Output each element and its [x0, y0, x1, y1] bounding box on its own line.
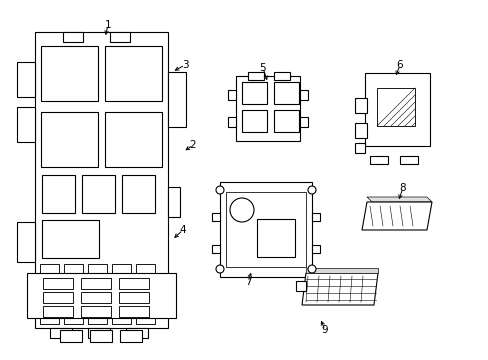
Bar: [136, 296, 155, 308]
Bar: [17, 107, 35, 142]
Bar: [168, 72, 185, 127]
Bar: [27, 273, 176, 318]
Bar: [88, 280, 107, 292]
Bar: [126, 328, 148, 338]
Bar: [63, 32, 83, 42]
Bar: [212, 245, 220, 253]
Text: 2: 2: [189, 140, 196, 150]
Bar: [119, 306, 149, 317]
Bar: [273, 82, 298, 104]
Bar: [43, 278, 73, 289]
Bar: [81, 306, 111, 317]
Polygon shape: [366, 197, 431, 202]
Bar: [212, 213, 220, 221]
Bar: [136, 264, 155, 276]
Bar: [81, 278, 111, 289]
Bar: [311, 213, 319, 221]
Polygon shape: [302, 273, 377, 305]
Bar: [40, 264, 59, 276]
Bar: [225, 192, 305, 267]
Bar: [354, 143, 364, 153]
Bar: [220, 182, 311, 277]
Bar: [242, 82, 266, 104]
Bar: [88, 328, 110, 338]
Bar: [236, 76, 299, 141]
Circle shape: [216, 265, 224, 273]
Bar: [257, 219, 294, 257]
Bar: [369, 156, 387, 164]
Bar: [60, 330, 82, 342]
Polygon shape: [361, 202, 431, 230]
Bar: [64, 312, 83, 324]
Bar: [40, 296, 59, 308]
Bar: [112, 280, 131, 292]
Polygon shape: [295, 281, 305, 291]
Bar: [40, 312, 59, 324]
Bar: [299, 117, 307, 127]
Bar: [88, 264, 107, 276]
Bar: [41, 46, 98, 101]
Bar: [112, 296, 131, 308]
Bar: [119, 278, 149, 289]
Bar: [242, 110, 266, 132]
Bar: [311, 245, 319, 253]
Text: 8: 8: [399, 183, 406, 193]
Text: 4: 4: [179, 225, 186, 235]
Bar: [105, 112, 162, 167]
Bar: [168, 187, 180, 217]
Bar: [354, 123, 366, 138]
Bar: [273, 110, 298, 132]
Bar: [273, 72, 289, 80]
Bar: [112, 264, 131, 276]
Bar: [64, 296, 83, 308]
Bar: [227, 90, 236, 100]
Bar: [119, 292, 149, 303]
Bar: [43, 306, 73, 317]
Bar: [40, 280, 59, 292]
Bar: [35, 32, 168, 328]
Bar: [120, 330, 142, 342]
Bar: [64, 280, 83, 292]
Text: 5: 5: [259, 63, 266, 73]
Bar: [110, 32, 130, 42]
Bar: [82, 175, 115, 213]
Circle shape: [229, 198, 253, 222]
Bar: [17, 62, 35, 97]
Bar: [354, 98, 366, 113]
Text: 7: 7: [244, 277, 251, 287]
Bar: [227, 117, 236, 127]
Circle shape: [307, 186, 315, 194]
Bar: [364, 73, 429, 146]
Bar: [105, 46, 162, 101]
Bar: [112, 312, 131, 324]
Bar: [17, 222, 35, 262]
Text: 1: 1: [104, 20, 111, 30]
Bar: [42, 220, 99, 258]
Bar: [136, 312, 155, 324]
Polygon shape: [305, 268, 377, 273]
Circle shape: [216, 186, 224, 194]
Bar: [81, 292, 111, 303]
Bar: [41, 112, 98, 167]
Bar: [299, 90, 307, 100]
Bar: [88, 312, 107, 324]
Bar: [43, 292, 73, 303]
Text: 9: 9: [321, 325, 327, 335]
Circle shape: [307, 265, 315, 273]
Bar: [136, 280, 155, 292]
Bar: [64, 264, 83, 276]
Bar: [88, 296, 107, 308]
Bar: [247, 72, 264, 80]
Bar: [50, 328, 72, 338]
Bar: [399, 156, 417, 164]
Text: 6: 6: [396, 60, 403, 70]
Bar: [376, 88, 414, 126]
Bar: [90, 330, 112, 342]
Bar: [42, 175, 75, 213]
Text: 3: 3: [182, 60, 188, 70]
Bar: [122, 175, 155, 213]
